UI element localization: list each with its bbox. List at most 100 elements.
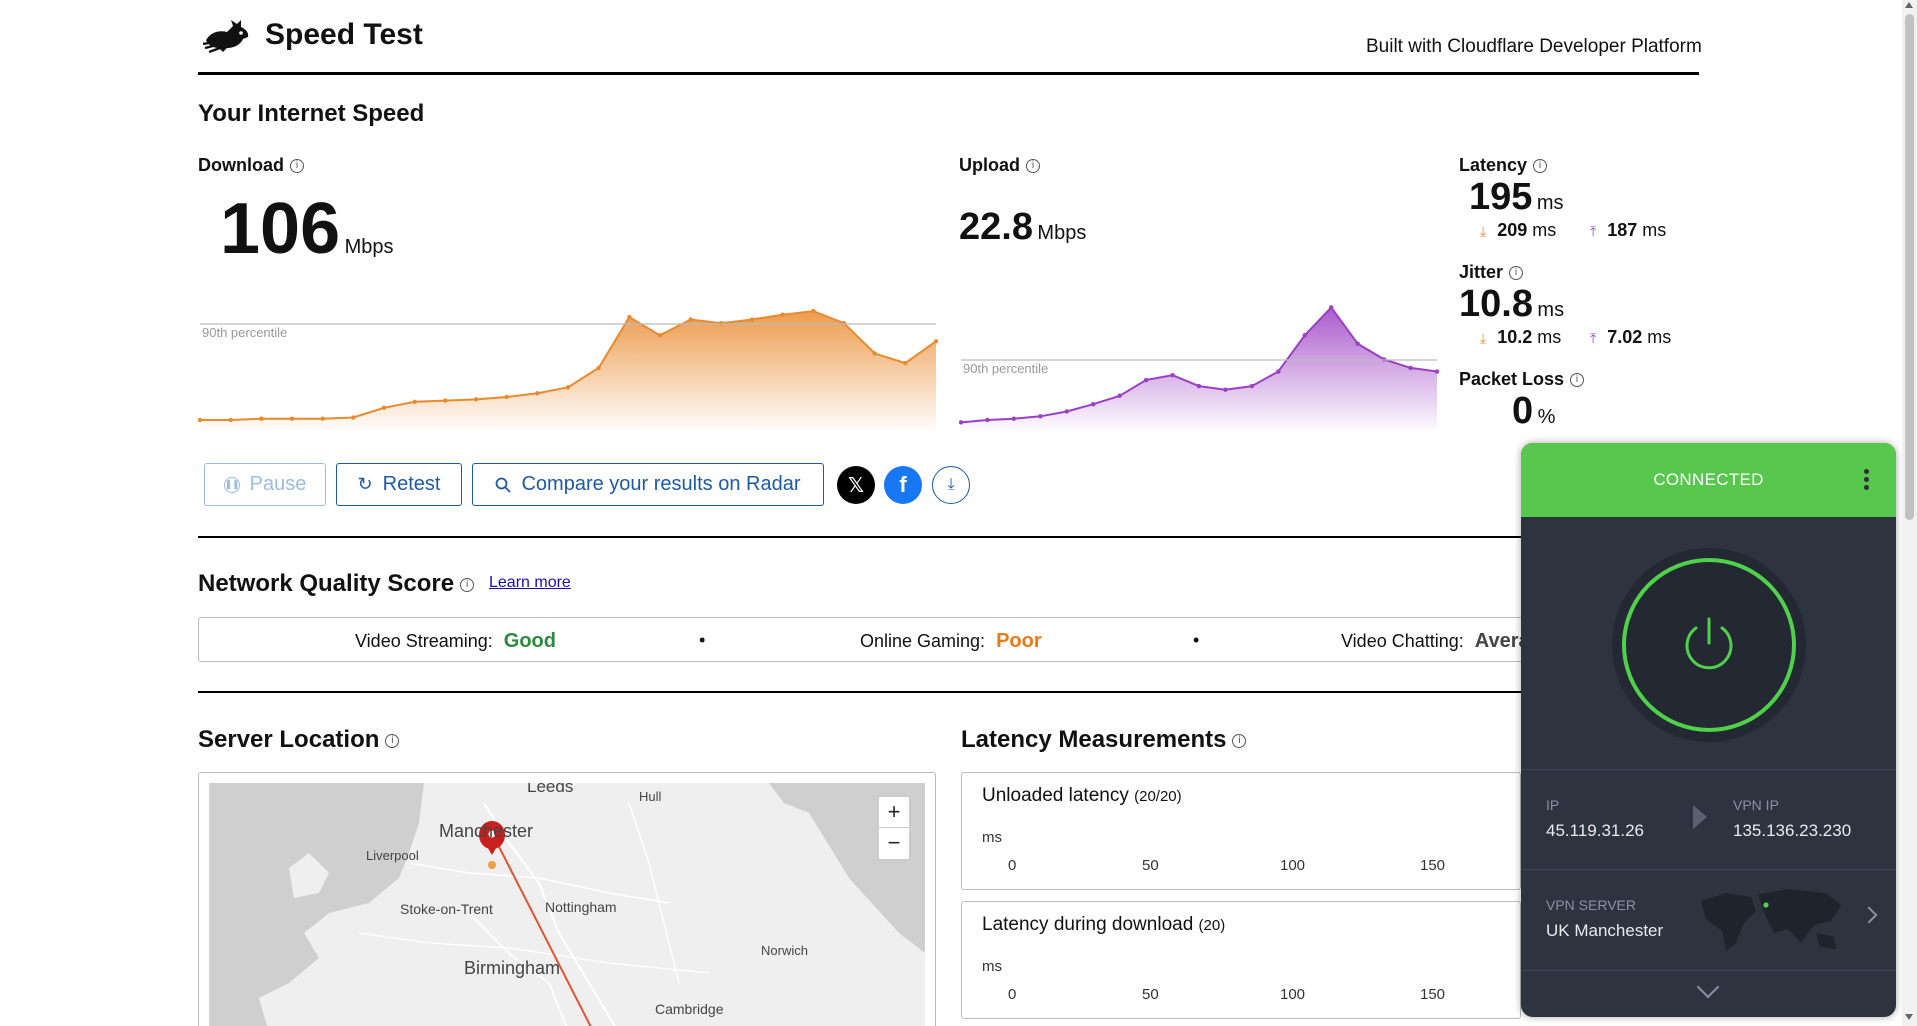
download-latency-title: Latency during download (20) — [982, 914, 1226, 935]
site-title: Speed Test — [265, 18, 423, 51]
server-map[interactable]: Leeds Hull Manchester Liverpool Stoke-on… — [198, 772, 936, 1026]
axis-tick: 150 — [1420, 986, 1446, 1003]
latency-upload: ⤒ 187 ms — [1590, 220, 1667, 240]
info-icon[interactable]: i — [1570, 373, 1585, 388]
page-scrollbar[interactable] — [1902, 0, 1917, 1026]
download-latency-card: Latency during download (20) ms 0 50 100… — [961, 901, 1521, 1019]
share-facebook-button[interactable]: f — [884, 466, 922, 504]
learn-more-link[interactable]: Learn more — [489, 574, 571, 591]
retest-button[interactable]: ↻ Retest — [336, 463, 462, 506]
info-icon[interactable]: i — [1232, 733, 1247, 748]
latency-value: 195 ms — [1469, 176, 1564, 218]
download-point-21 — [841, 320, 847, 326]
scroll-down-icon[interactable] — [1905, 1014, 1913, 1020]
download-point-23 — [903, 360, 908, 366]
bullet-separator: • — [1193, 630, 1200, 650]
scroll-up-icon[interactable] — [1905, 2, 1913, 8]
map-canvas[interactable]: Leeds Hull Manchester Liverpool Stoke-on… — [209, 783, 925, 1026]
network-quality-title: Network Quality Score i — [198, 570, 475, 598]
download-point-5 — [351, 415, 356, 420]
upload-point-2 — [1011, 416, 1017, 421]
upload-point-17 — [1408, 365, 1413, 371]
pause-icon: ❚❚ — [223, 476, 240, 493]
download-point-2 — [259, 416, 264, 421]
download-point-14 — [627, 314, 632, 320]
x-logo-icon: 𝕏 — [847, 473, 865, 497]
axis-tick: 150 — [1420, 857, 1446, 874]
arrow-right-icon — [1693, 805, 1707, 829]
upload-label: Upload i — [959, 155, 1040, 176]
latency-download: ⤓ 209 ms — [1480, 220, 1557, 240]
download-point-18 — [749, 317, 755, 322]
info-icon[interactable]: i — [290, 159, 304, 174]
download-point-24 — [933, 339, 938, 344]
vpn-ip-label: VPN IP — [1733, 797, 1779, 813]
upload-chart — [959, 305, 1439, 430]
header-divider — [198, 72, 1699, 75]
axis-tick: 50 — [1142, 857, 1159, 874]
chevron-right-icon[interactable] — [1860, 906, 1878, 924]
download-arrow-icon: ⤓ — [1480, 330, 1487, 346]
upload-percentile-label: 90th percentile — [963, 361, 1049, 376]
map-label: Cambridge — [655, 1001, 724, 1017]
info-icon[interactable]: i — [460, 577, 475, 592]
map-label: Hull — [639, 789, 662, 804]
compare-radar-button[interactable]: Compare your results on Radar — [472, 463, 824, 506]
share-x-button[interactable]: 𝕏 — [837, 466, 875, 504]
upload-point-8 — [1170, 372, 1175, 378]
world-map-icon — [1701, 889, 1841, 951]
power-button[interactable] — [1609, 545, 1809, 745]
speed-section-title: Your Internet Speed — [198, 100, 425, 127]
scrollbar-thumb[interactable] — [1905, 14, 1914, 520]
vpn-divider — [1521, 970, 1896, 971]
packet-loss-value: 0 % — [1512, 390, 1556, 432]
download-point-10 — [504, 394, 509, 400]
vpn-server-value[interactable]: UK Manchester — [1546, 921, 1664, 940]
upload-point-6 — [1117, 393, 1122, 398]
map-land — [209, 783, 925, 1026]
download-point-17 — [719, 320, 724, 326]
info-icon[interactable]: i — [1533, 159, 1548, 174]
axis-tick: 50 — [1142, 986, 1159, 1003]
download-point-11 — [535, 391, 540, 396]
download-point-20 — [811, 308, 816, 314]
download-point-22 — [872, 351, 877, 356]
chevron-down-icon[interactable] — [1696, 975, 1720, 999]
packet-loss-label: Packet Loss i — [1459, 369, 1585, 390]
map-label: Manchester — [439, 821, 534, 841]
built-with-link[interactable]: Built with Cloudflare Developer Platform — [1366, 36, 1702, 57]
info-icon[interactable]: i — [385, 733, 400, 748]
latency-label: Latency i — [1459, 155, 1548, 176]
server-pin-icon — [479, 821, 505, 855]
upload-point-14 — [1329, 305, 1334, 310]
upload-point-4 — [1064, 409, 1069, 414]
rabbit-logo-icon — [203, 20, 249, 54]
download-chart — [198, 308, 938, 430]
vpn-panel: CONNECTED IP 45.119.31.26 VPN IP 135.136… — [1521, 443, 1896, 1017]
info-icon[interactable]: i — [1509, 266, 1524, 281]
axis-tick: 0 — [1008, 857, 1017, 874]
info-icon[interactable]: i — [1026, 159, 1040, 174]
axis-tick: 100 — [1280, 986, 1306, 1003]
download-point-6 — [381, 405, 387, 411]
download-results-button[interactable]: ⤓ — [932, 466, 970, 504]
upload-point-11 — [1249, 383, 1255, 389]
kebab-menu-icon[interactable] — [1864, 469, 1870, 491]
jitter-label: Jitter i — [1459, 262, 1524, 283]
download-label: Download i — [198, 155, 304, 176]
map-label: Nottingham — [545, 899, 617, 915]
search-icon — [496, 477, 512, 493]
download-point-15 — [657, 333, 663, 338]
vpn-status-header: CONNECTED — [1521, 443, 1896, 517]
zoom-in-button[interactable]: + — [879, 797, 909, 828]
online-gaming-score: Online Gaming: Poor — [860, 630, 1042, 652]
download-arrow-icon: ⤓ — [1480, 223, 1487, 239]
download-point-1 — [228, 417, 233, 423]
network-quality-bar: Video Streaming: Good • Online Gaming: P… — [198, 617, 1628, 662]
ip-label: IP — [1546, 797, 1560, 813]
power-icon — [1685, 617, 1733, 670]
jitter-upload: ⤒ 7.02 ms — [1590, 327, 1672, 347]
pause-button[interactable]: ❚❚ Pause — [204, 463, 326, 506]
download-point-16 — [688, 317, 693, 322]
zoom-out-button[interactable]: − — [887, 830, 901, 855]
